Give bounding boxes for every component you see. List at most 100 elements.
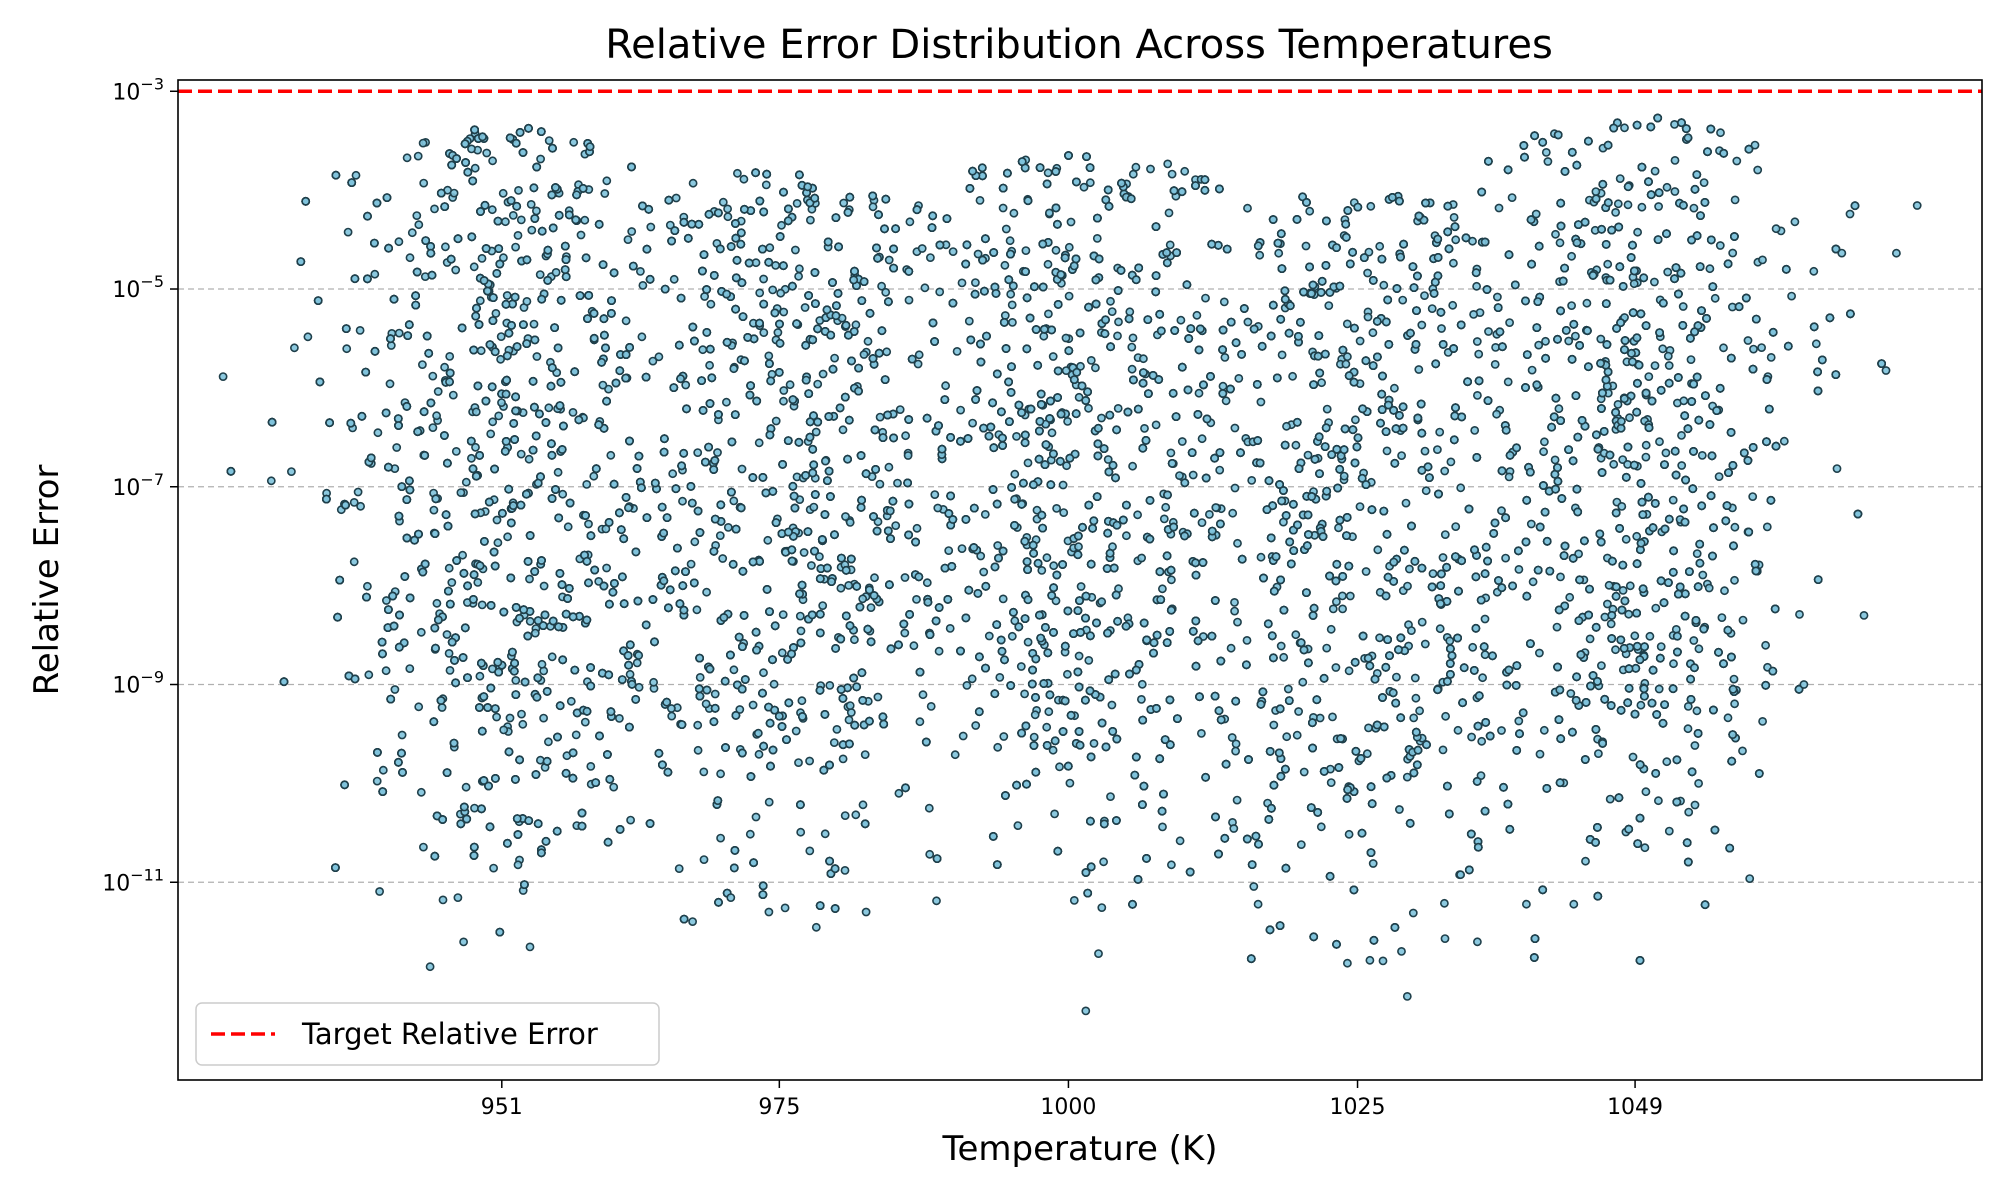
scatter-point <box>1837 248 1847 258</box>
scatter-point <box>1023 458 1033 468</box>
scatter-point <box>1197 518 1207 527</box>
scatter-point <box>1551 229 1560 239</box>
scatter-point <box>918 690 928 700</box>
scatter-point <box>998 203 1008 213</box>
scatter-point <box>1316 822 1326 832</box>
scatter-point <box>349 497 359 507</box>
scatter-point <box>785 380 795 390</box>
scatter-point <box>754 438 764 448</box>
scatter-point <box>471 442 480 452</box>
scatter-point <box>1013 821 1023 830</box>
scatter-point <box>1535 648 1544 658</box>
scatter-point <box>532 206 541 216</box>
scatter-point <box>1541 336 1550 346</box>
scatter-point <box>536 154 545 164</box>
scatter-point <box>998 594 1008 604</box>
scatter-point <box>1686 355 1696 364</box>
scatter-point <box>1000 311 1010 320</box>
scatter-point <box>1342 319 1352 329</box>
scatter-point <box>1541 147 1551 157</box>
scatter-point <box>1338 591 1347 601</box>
scatter-point <box>1644 372 1654 381</box>
scatter-point <box>1620 123 1629 133</box>
scatter-point <box>1365 955 1375 965</box>
scatter-point <box>753 728 763 738</box>
scatter-point <box>866 603 876 612</box>
scatter-point <box>956 405 965 415</box>
scatter-point <box>1670 120 1679 129</box>
scatter-point <box>1528 577 1538 587</box>
scatter-point <box>768 285 778 295</box>
scatter-point <box>499 725 509 735</box>
scatter-point <box>1122 531 1131 541</box>
scatter-point <box>1010 494 1019 504</box>
scatter-point <box>1478 673 1487 683</box>
scatter-point <box>829 738 839 747</box>
scatter-point <box>1175 471 1184 480</box>
scatter-point <box>1567 301 1576 310</box>
scatter-point <box>1344 666 1354 676</box>
scatter-point <box>1215 465 1225 475</box>
scatter-point <box>763 535 773 545</box>
scatter-point <box>1654 684 1664 694</box>
scatter-point <box>836 583 846 593</box>
scatter-point <box>1420 639 1430 649</box>
scatter-point <box>701 699 711 709</box>
scatter-point <box>1220 352 1230 362</box>
scatter-point <box>532 352 542 361</box>
scatter-point <box>1440 934 1450 943</box>
scatter-point <box>796 626 806 636</box>
scatter-point <box>1484 327 1493 336</box>
scatter-point <box>795 264 804 274</box>
scatter-point <box>1670 187 1680 196</box>
scatter-point <box>1066 217 1076 227</box>
scatter-point <box>1197 434 1207 444</box>
scatter-point <box>1163 159 1173 169</box>
scatter-point <box>1441 711 1450 721</box>
scatter-point <box>795 611 805 621</box>
scatter-point <box>957 544 967 553</box>
scatter-point <box>407 228 417 238</box>
scatter-point <box>1540 437 1549 447</box>
scatter-point <box>844 715 854 725</box>
scatter-point <box>1662 182 1672 192</box>
scatter-point <box>1683 702 1693 711</box>
scatter-point <box>1654 796 1663 806</box>
scatter-point <box>394 237 404 247</box>
scatter-point <box>1048 745 1058 755</box>
scatter-point <box>471 407 481 417</box>
scatter-point <box>748 700 758 710</box>
scatter-point <box>625 669 635 679</box>
scatter-point <box>1137 553 1146 563</box>
scatter-point <box>926 702 936 711</box>
scatter-point <box>773 328 783 337</box>
scatter-point <box>1606 619 1616 629</box>
scatter-point <box>718 197 728 207</box>
scatter-point <box>621 316 631 326</box>
scatter-point <box>1678 302 1688 311</box>
scatter-point <box>941 381 950 391</box>
scatter-point <box>1008 317 1017 327</box>
scatter-point <box>1663 351 1673 361</box>
scatter-point <box>461 477 471 487</box>
scatter-point <box>1242 636 1252 645</box>
scatter-point <box>1074 542 1083 552</box>
scatter-point <box>1007 631 1017 641</box>
scatter-point <box>553 467 563 477</box>
scatter-point <box>950 750 960 760</box>
scatter-point <box>1689 203 1699 213</box>
scatter-point <box>1021 246 1031 255</box>
scatter-point <box>840 811 850 820</box>
scatter-point <box>514 185 523 195</box>
scatter-point <box>1723 713 1733 723</box>
scatter-point <box>693 745 703 755</box>
scatter-point <box>405 253 415 263</box>
scatter-point <box>1473 937 1482 947</box>
scatter-point <box>1574 549 1583 559</box>
scatter-point <box>470 163 480 173</box>
scatter-point <box>832 725 842 734</box>
scatter-point <box>1440 466 1450 476</box>
scatter-point <box>1571 331 1580 341</box>
scatter-point <box>451 446 461 456</box>
